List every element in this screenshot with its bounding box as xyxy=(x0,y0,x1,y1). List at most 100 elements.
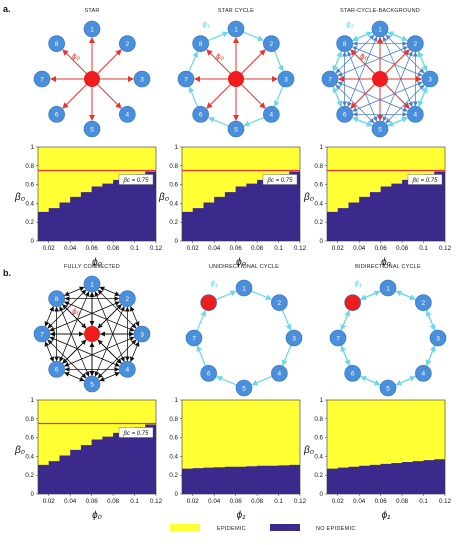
threshold-label: βc = 0.75 xyxy=(123,431,150,437)
cycle-edge xyxy=(281,309,292,331)
cycle-edge-reverse xyxy=(387,116,408,127)
full-edge xyxy=(99,372,120,382)
threshold-label-bg xyxy=(262,174,298,185)
star-edge xyxy=(350,84,375,109)
no-epidemic-region xyxy=(182,463,300,494)
y-tick-label: 1 xyxy=(320,144,324,151)
node-label: 1 xyxy=(90,26,94,33)
node-label: 7 xyxy=(336,335,340,342)
plot-frame xyxy=(37,146,157,242)
node xyxy=(48,290,65,307)
y-tick-label: 0.8 xyxy=(169,416,178,423)
node xyxy=(33,325,51,343)
legend-swatch-no-epidemic xyxy=(270,524,300,531)
node xyxy=(227,20,245,38)
star-edge xyxy=(385,49,410,74)
node-label: 7 xyxy=(184,76,188,83)
cycle-edge-reverse xyxy=(360,290,381,301)
y-tick-label: 0.8 xyxy=(25,163,34,170)
cycle-edge-reverse xyxy=(395,375,416,386)
y-axis-label: β₀ xyxy=(303,445,314,456)
star-edge xyxy=(62,84,87,109)
y-tick-label: 0.8 xyxy=(169,163,178,170)
y-tick-label: 0.8 xyxy=(25,416,34,423)
cycle-edge xyxy=(196,345,207,367)
hub-edge xyxy=(97,304,122,329)
x-tick-label: 0.1 xyxy=(130,245,139,252)
background-edge xyxy=(382,51,413,122)
x-axis-label: ϕ₀ xyxy=(92,510,102,521)
full-edge xyxy=(44,341,54,362)
network-title: STAR-CYCLE-BACKGROUND xyxy=(340,8,420,14)
x-tick-label: 0.06 xyxy=(375,498,388,505)
node xyxy=(336,106,353,123)
x-tick-label: 0.02 xyxy=(332,245,345,252)
full-edge xyxy=(63,286,85,296)
cycle-edge-reverse xyxy=(340,309,351,331)
threshold-label-box: βc = 0.75 xyxy=(118,174,154,185)
cycle-edge xyxy=(188,51,199,72)
hub-edge xyxy=(62,339,87,364)
node-label: 3 xyxy=(140,331,144,338)
y-tick-label: 0 xyxy=(31,491,35,498)
x-tick-label: 0.1 xyxy=(419,498,428,505)
y-tick-label: 0.6 xyxy=(314,435,323,442)
node-label: 7 xyxy=(192,335,196,342)
star-edge xyxy=(241,49,266,74)
hub-node xyxy=(372,71,388,87)
network-title: BIDIRECTIONAL CYCLE xyxy=(355,264,421,270)
cycle-edge xyxy=(196,310,207,331)
phi-cycle-label: ϕ₁ xyxy=(355,279,362,288)
y-tick-label: 1 xyxy=(175,397,179,404)
full-edge xyxy=(63,301,135,332)
background-edge xyxy=(337,46,408,77)
y-tick-label: 0.2 xyxy=(314,472,323,479)
node xyxy=(200,294,217,311)
hub-node xyxy=(84,71,100,87)
node-label: 8 xyxy=(199,41,203,48)
y-tick-label: 0.6 xyxy=(314,182,323,189)
threshold-label-box: βc = 0.75 xyxy=(407,174,443,185)
y-tick-label: 0.4 xyxy=(25,200,34,207)
node-label: 2 xyxy=(126,296,130,303)
plot-frame xyxy=(181,146,301,242)
node-label: 8 xyxy=(55,41,59,48)
x-tick-label: 0.04 xyxy=(64,498,77,505)
network-star: STAR ϕ₀ 1 2 3 4 5 6 7 8 xyxy=(33,8,151,138)
full-edge xyxy=(63,336,135,367)
x-tick-label: 0.12 xyxy=(150,245,163,252)
background-edge xyxy=(347,50,378,122)
cycle-edge-reverse xyxy=(359,375,381,386)
y-tick-label: 0.2 xyxy=(169,219,178,226)
cycle-edge-reverse xyxy=(352,31,373,42)
y-tick-label: 0.8 xyxy=(314,163,323,170)
y-tick-label: 0.2 xyxy=(25,472,34,479)
node xyxy=(407,106,424,123)
node-label: 2 xyxy=(270,41,274,48)
star-edge xyxy=(206,84,231,109)
cycle-edge xyxy=(243,116,265,127)
x-tick-label: 0.12 xyxy=(439,245,452,252)
x-tick-label: 0.12 xyxy=(294,498,307,505)
node xyxy=(83,120,101,138)
node xyxy=(371,20,389,38)
phi-cycle-label: ϕ₁ xyxy=(203,20,210,29)
plot-frame xyxy=(181,399,301,495)
node xyxy=(119,106,136,123)
cycle-edge xyxy=(273,50,284,72)
threshold-label-box: βc = 0.75 xyxy=(118,427,154,438)
node xyxy=(263,106,280,123)
node-label: 4 xyxy=(278,371,282,378)
x-axis-label: ϕ₁ xyxy=(382,510,391,521)
node-label: 3 xyxy=(140,76,144,83)
full-edge xyxy=(44,305,54,327)
node-label: 5 xyxy=(90,381,94,388)
threshold-label-bg xyxy=(407,174,443,185)
node-label: 3 xyxy=(436,335,440,342)
cycle-edge-reverse xyxy=(417,86,428,108)
full-edge xyxy=(94,291,125,363)
x-axis-label: ϕ₀ xyxy=(236,257,246,268)
node-label: 3 xyxy=(284,76,288,83)
cycle-edge xyxy=(188,86,199,108)
